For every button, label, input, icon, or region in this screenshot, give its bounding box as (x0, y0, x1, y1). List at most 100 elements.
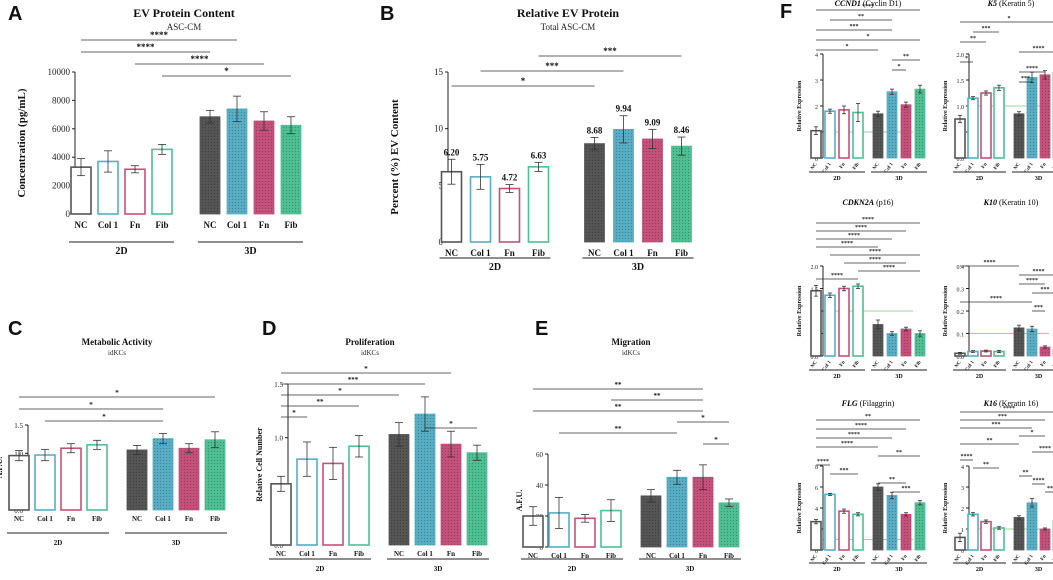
chart-subtitle: idKCs (108, 349, 126, 357)
significance-label: ** (615, 425, 623, 433)
significance-label: **** (817, 459, 829, 465)
significance-label: ** (615, 403, 623, 411)
category-label: Col 1 (227, 220, 248, 230)
bar-3d-fn (642, 138, 663, 243)
bar-3d-fn (900, 513, 912, 551)
category-label: Col 1 (470, 248, 491, 258)
y-tick-label: 10000 (48, 67, 71, 77)
y-tick-label: 0.2 (957, 310, 965, 316)
y-tick-label: 2 (961, 507, 964, 513)
bar-3d-fn (253, 120, 275, 215)
group-label: 2D (115, 246, 127, 257)
chart-subtitle: Total ASC-CM (541, 22, 596, 32)
group-label: 2D (976, 176, 984, 182)
category-label: NC (1013, 162, 1021, 171)
bar-2d-fn (838, 510, 850, 551)
category-label: NC (1013, 554, 1021, 563)
category-label: Fib (914, 360, 922, 369)
significance-label: **** (841, 441, 853, 447)
bar-3d-col1 (414, 413, 436, 546)
significance-label: **** (841, 241, 853, 247)
category-label: Col 1 (551, 552, 567, 560)
category-label: Fn (981, 554, 989, 562)
significance-label: ** (317, 398, 325, 406)
y-tick-label: 4 (815, 53, 818, 59)
significance-label: ** (889, 477, 895, 483)
category-label: Fib (675, 248, 688, 258)
category-label: Fn (67, 515, 75, 523)
category-label: Fib (993, 554, 1001, 563)
chart-title: CDKN2A (p16) (843, 198, 894, 207)
bar-2d-nc (810, 289, 822, 357)
group-label: 2D (568, 565, 577, 573)
data-label: 9.94 (616, 104, 632, 114)
significance-label: * (89, 401, 93, 409)
significance-label: * (102, 413, 106, 421)
significance-label: *** (850, 24, 859, 30)
bar-3d-fn (1039, 74, 1051, 159)
y-tick-label: 8000 (52, 95, 71, 105)
significance-label: * (338, 387, 342, 395)
group-label: 3D (895, 567, 903, 573)
significance-label: **** (1033, 269, 1045, 275)
significance-label: **** (1026, 278, 1038, 284)
y-axis-label: Relative Expression (943, 285, 949, 336)
category-label: Fn (1040, 554, 1048, 562)
bar-3d-col1 (152, 438, 174, 511)
category-label: Col 1 (884, 554, 895, 566)
y-axis-label: Relative Expression (943, 80, 949, 131)
panel-label: C (8, 318, 22, 340)
category-label: NC (954, 554, 962, 563)
group-label: 3D (895, 176, 903, 182)
category-label: Fib (606, 552, 616, 560)
category-label: Col 1 (822, 554, 833, 566)
bar-2d-col1 (824, 493, 836, 551)
bar-3d-nc (126, 449, 148, 511)
y-tick-label: 4000 (52, 152, 71, 162)
y-axis-label: Percent (%) EV Content (389, 99, 401, 215)
significance-label: *** (998, 414, 1007, 420)
category-label: Col 1 (965, 162, 976, 174)
chart-a: A EV Protein Content ASC-CM 0 2000 4000 6000 80… (8, 3, 303, 257)
y-tick-label: 1.5 (274, 381, 283, 389)
bar-3d-fib (914, 333, 926, 357)
bar-3d-fib (914, 88, 926, 159)
panel-label: F (780, 1, 792, 23)
y-tick-label: 0.0 (957, 157, 965, 163)
y-tick-label: 10 (434, 124, 444, 134)
category-label: Fn (504, 248, 515, 258)
bar-3d-col1 (886, 494, 898, 551)
category-label: Fn (901, 554, 909, 562)
significance-label: **** (869, 249, 881, 255)
significance-label: **** (150, 30, 169, 40)
group-label: 3D (895, 374, 903, 380)
group-label: 2D (833, 567, 841, 573)
bar-3d-fib (671, 145, 692, 243)
y-tick-label: 0 (815, 157, 818, 163)
significance-label: **** (191, 54, 210, 64)
chart-title: K5 (Keratin 5) (987, 0, 1035, 8)
category-label: NC (954, 162, 962, 171)
chart-title: CCND1 (Cyclin D1) (835, 0, 902, 8)
bar-3d-col1 (226, 108, 248, 215)
y-tick-label: 0.0 (957, 355, 965, 361)
significance-label: *** (1034, 305, 1043, 311)
bar-2d-fib (852, 513, 864, 551)
category-label: Fn (839, 360, 847, 368)
bar-2d-col1 (967, 513, 979, 551)
y-axis-label: A.F.U. (0, 457, 4, 479)
bar-3d-fn (178, 447, 200, 511)
category-label: Col 1 (1024, 554, 1035, 566)
bar-2d-fib (348, 445, 370, 546)
bar-2d-fn (980, 92, 992, 159)
category-label: Fn (130, 220, 141, 230)
chart-title: FLG (Filaggrin) (841, 399, 895, 408)
significance-label: **** (848, 432, 860, 438)
category-label: Col 1 (98, 220, 119, 230)
group-label: 2D (976, 374, 984, 380)
category-label: NC (14, 515, 24, 523)
significance-label: * (292, 409, 296, 417)
chart-subtitle: ASC-CM (167, 22, 202, 32)
significance-label: ** (615, 381, 623, 389)
bar-3d-nc (872, 113, 884, 159)
